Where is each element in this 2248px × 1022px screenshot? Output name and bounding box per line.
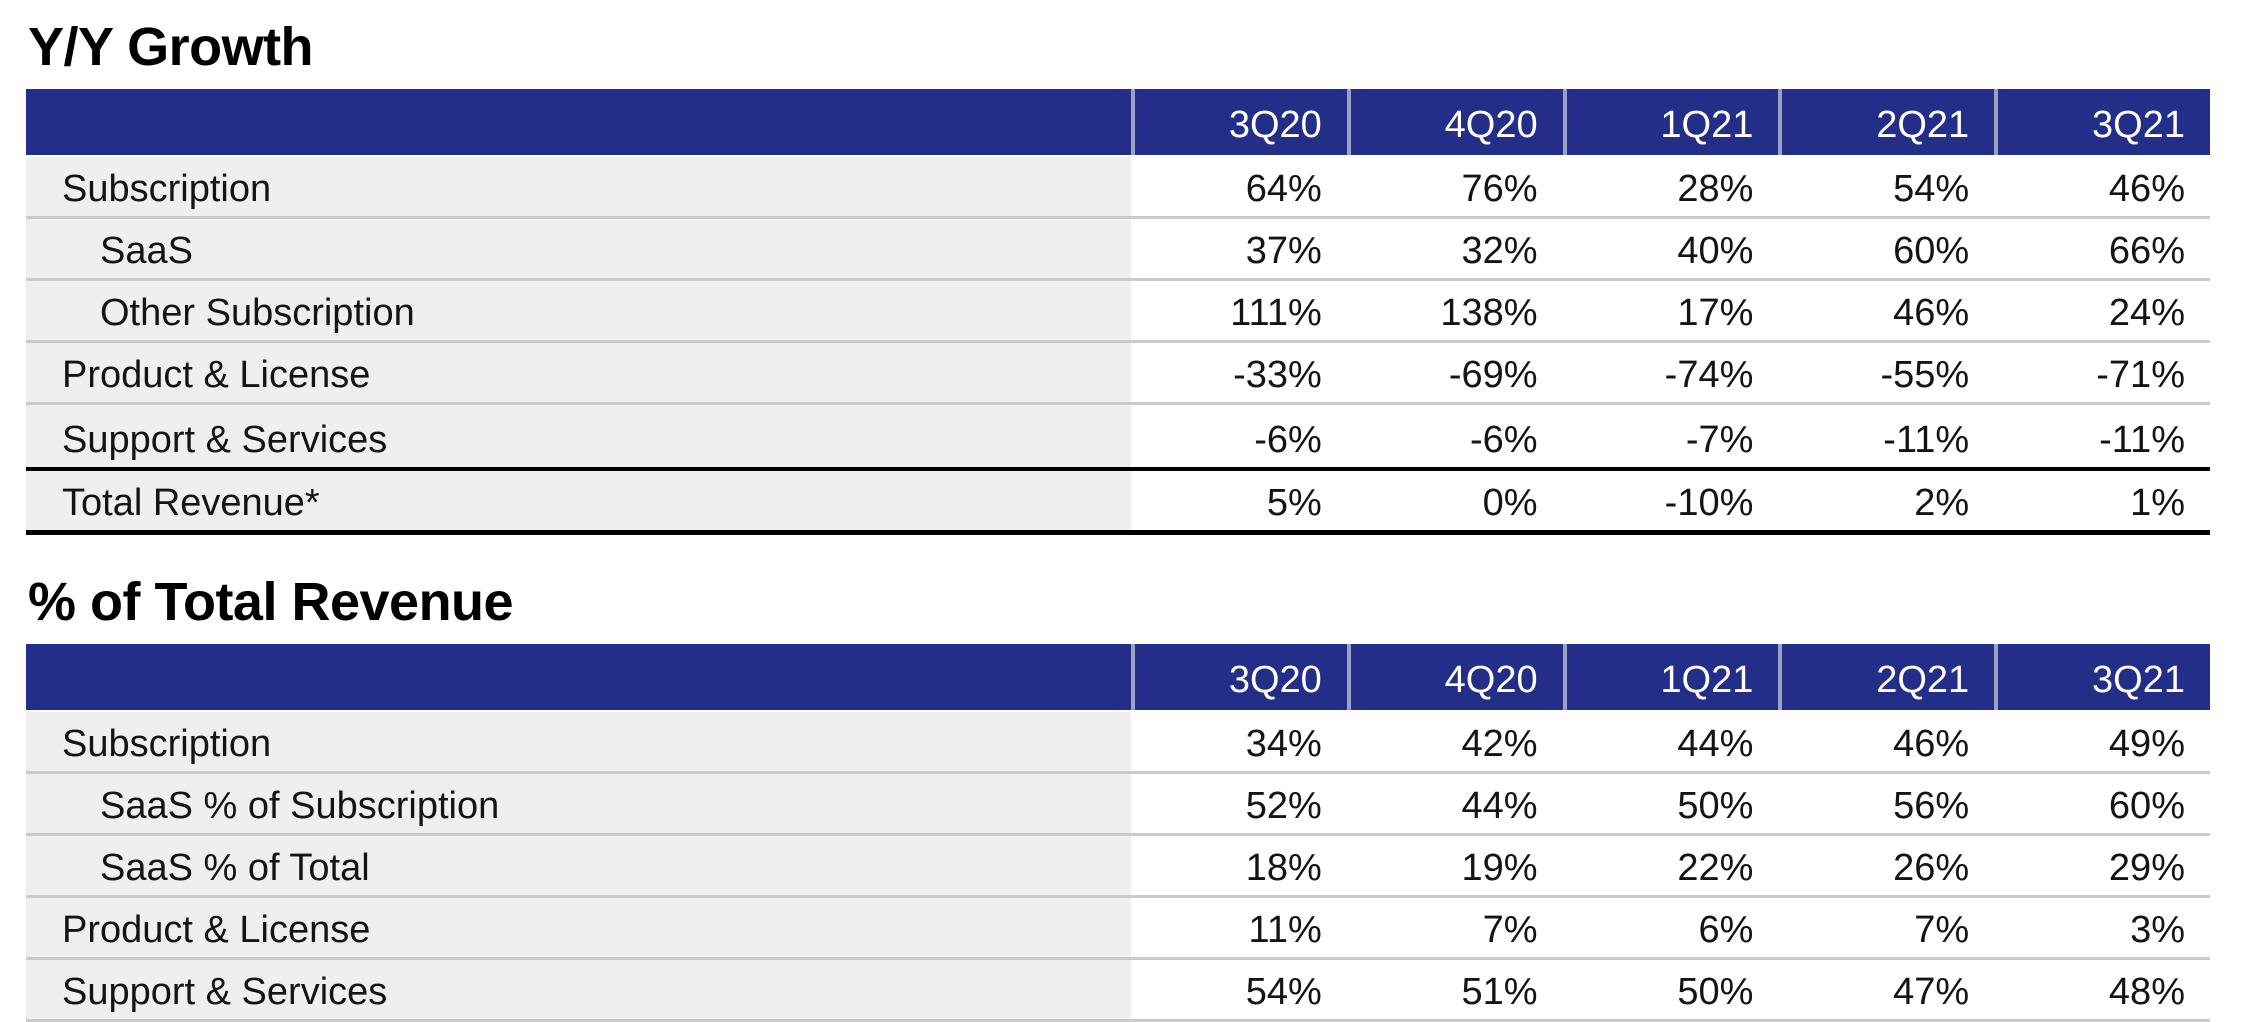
cell-value: 5%	[1131, 471, 1347, 530]
cell-value: -69%	[1346, 343, 1563, 402]
cell-value: 50%	[1562, 960, 1779, 1019]
row-label: Subscription	[26, 712, 1131, 771]
row-label: Product & License	[26, 898, 1131, 957]
pct-of-total-revenue-title: % of Total Revenue	[28, 572, 514, 632]
cell-value: 0%	[1346, 471, 1563, 530]
row-label: Product & License	[26, 343, 1131, 402]
header-empty-cell	[26, 89, 1131, 155]
cell-value: 7%	[1346, 898, 1563, 957]
cell-value: 18%	[1131, 836, 1347, 895]
table-row-saas: SaaS 37% 32% 40% 60% 66%	[26, 219, 2210, 281]
cell-value: 46%	[1778, 712, 1995, 771]
cell-value: -6%	[1346, 405, 1563, 467]
column-header-2q21: 2Q21	[1778, 644, 1994, 710]
cell-value: 50%	[1562, 774, 1779, 833]
cell-value: 52%	[1131, 774, 1347, 833]
table-row-subscription: Subscription 34% 42% 44% 46% 49%	[26, 712, 2210, 774]
row-label: Other Subscription	[26, 281, 1131, 340]
cell-value: 44%	[1346, 774, 1563, 833]
cell-value: -71%	[1994, 343, 2210, 402]
table-row-product-license: Product & License 11% 7% 6% 7% 3%	[26, 898, 2210, 960]
cell-value: 66%	[1994, 219, 2210, 278]
cell-value: 40%	[1562, 219, 1779, 278]
yy-growth-title: Y/Y Growth	[28, 17, 314, 77]
row-label: Total Revenue*	[26, 471, 1131, 530]
cell-value: 138%	[1346, 281, 1563, 340]
cell-value: 47%	[1778, 960, 1995, 1019]
cell-value: 54%	[1778, 157, 1995, 216]
column-header-4q20: 4Q20	[1346, 89, 1563, 155]
row-label: SaaS % of Subscription	[26, 774, 1131, 833]
column-header-3q21: 3Q21	[1994, 89, 2210, 155]
cell-value: 60%	[1778, 219, 1995, 278]
cell-value: 54%	[1131, 960, 1347, 1019]
cell-value: 64%	[1131, 157, 1347, 216]
column-header-1q21: 1Q21	[1562, 89, 1779, 155]
cell-value: 19%	[1346, 836, 1563, 895]
yy-growth-section: Y/Y Growth 3Q20 4Q20 1Q21 2Q21 3Q21 Subs…	[26, 20, 2210, 535]
cell-value: -7%	[1562, 405, 1779, 467]
cell-value: 2%	[1778, 471, 1995, 530]
row-label: Subscription	[26, 157, 1131, 216]
cell-value: 6%	[1562, 898, 1779, 957]
cell-value: 48%	[1994, 960, 2210, 1019]
cell-value: 42%	[1346, 712, 1563, 771]
cell-value: -11%	[1994, 405, 2210, 467]
cell-value: 1%	[1994, 471, 2210, 530]
cell-value: -55%	[1778, 343, 1995, 402]
table-row-product-license: Product & License -33% -69% -74% -55% -7…	[26, 343, 2210, 405]
column-header-3q20: 3Q20	[1131, 89, 1347, 155]
cell-value: 111%	[1131, 281, 1347, 340]
column-header-3q21: 3Q21	[1994, 644, 2210, 710]
cell-value: 24%	[1994, 281, 2210, 340]
cell-value: 60%	[1994, 774, 2210, 833]
header-empty-cell	[26, 644, 1131, 710]
cell-value: 11%	[1131, 898, 1347, 957]
cell-value: -10%	[1562, 471, 1779, 530]
table-row-support-services: Support & Services -6% -6% -7% -11% -11%	[26, 405, 2210, 467]
cell-value: 56%	[1778, 774, 1995, 833]
cell-value: 29%	[1994, 836, 2210, 895]
cell-value: 76%	[1346, 157, 1563, 216]
cell-value: 37%	[1131, 219, 1347, 278]
row-label: Support & Services	[26, 960, 1131, 1019]
row-label: SaaS	[26, 219, 1131, 278]
cell-value: -74%	[1562, 343, 1779, 402]
cell-value: 26%	[1778, 836, 1995, 895]
cell-value: 34%	[1131, 712, 1347, 771]
table-row-support-services: Support & Services 54% 51% 50% 47% 48%	[26, 960, 2210, 1022]
pct-of-total-revenue-section: % of Total Revenue 3Q20 4Q20 1Q21 2Q21 3…	[26, 575, 2210, 1022]
column-header-3q20: 3Q20	[1131, 644, 1347, 710]
cell-value: 32%	[1346, 219, 1563, 278]
row-label: SaaS % of Total	[26, 836, 1131, 895]
cell-value: 22%	[1562, 836, 1779, 895]
column-header-1q21: 1Q21	[1562, 644, 1779, 710]
table-row-total-revenue: Total Revenue* 5% 0% -10% 2% 1%	[26, 467, 2210, 535]
cell-value: 44%	[1562, 712, 1779, 771]
cell-value: 46%	[1994, 157, 2210, 216]
cell-value: 46%	[1778, 281, 1995, 340]
table-row-saas-pct-of-total: SaaS % of Total 18% 19% 22% 26% 29%	[26, 836, 2210, 898]
cell-value: 7%	[1778, 898, 1995, 957]
table-row-subscription: Subscription 64% 76% 28% 54% 46%	[26, 157, 2210, 219]
cell-value: 51%	[1346, 960, 1563, 1019]
table-row-other-subscription: Other Subscription 111% 138% 17% 46% 24%	[26, 281, 2210, 343]
column-header-4q20: 4Q20	[1346, 644, 1563, 710]
cell-value: 17%	[1562, 281, 1779, 340]
yy-growth-header-row: 3Q20 4Q20 1Q21 2Q21 3Q21	[26, 89, 2210, 157]
cell-value: 49%	[1994, 712, 2210, 771]
cell-value: -6%	[1131, 405, 1347, 467]
pct-revenue-header-row: 3Q20 4Q20 1Q21 2Q21 3Q21	[26, 644, 2210, 712]
cell-value: 28%	[1562, 157, 1779, 216]
table-row-saas-pct-of-subscription: SaaS % of Subscription 52% 44% 50% 56% 6…	[26, 774, 2210, 836]
cell-value: -11%	[1778, 405, 1995, 467]
row-label: Support & Services	[26, 405, 1131, 467]
cell-value: 3%	[1994, 898, 2210, 957]
cell-value: -33%	[1131, 343, 1347, 402]
column-header-2q21: 2Q21	[1778, 89, 1994, 155]
